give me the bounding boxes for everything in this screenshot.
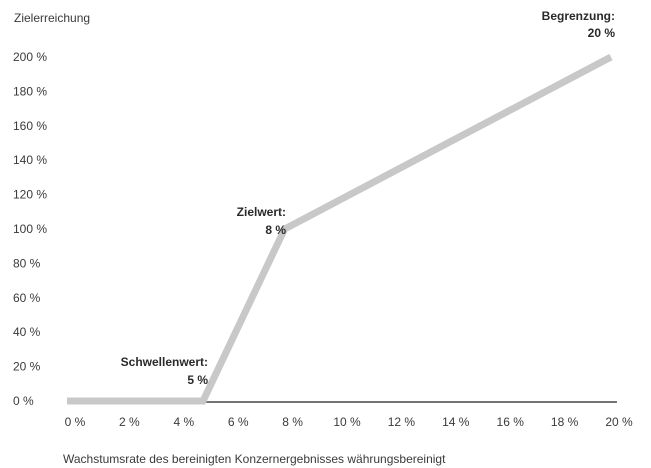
x-tick-label: 20 % (605, 415, 633, 429)
y-tick-label: 140 % (13, 153, 47, 167)
annotation-value: 5 % (187, 373, 208, 387)
series-line (67, 53, 613, 405)
annotation-label: Begrenzung: (542, 9, 615, 23)
annotations: Schwellenwert: 5 % Zielwert: 8 % Begrenzung:… (121, 9, 616, 387)
y-tick-label: 60 % (13, 291, 41, 305)
y-tick-label: 40 % (13, 325, 41, 339)
x-tick-label: 4 % (173, 415, 194, 429)
y-tick-label: 100 % (13, 222, 47, 236)
y-tick-label: 180 % (13, 84, 47, 98)
y-tick-label: 20 % (13, 360, 41, 374)
annotation-value: 20 % (588, 26, 616, 40)
y-tick-label: 160 % (13, 119, 47, 133)
x-tick-label: 18 % (551, 415, 579, 429)
annotation-label: Zielwert: (237, 205, 286, 219)
x-tick-label: 6 % (228, 415, 249, 429)
x-axis-label: Wachstumsrate des bereinigten Konzernerg… (63, 452, 446, 466)
x-tick-label: 12 % (388, 415, 416, 429)
x-tick-label: 2 % (119, 415, 140, 429)
x-tick-label: 0 % (65, 415, 86, 429)
y-tick-label: 80 % (13, 256, 41, 270)
y-tick-label: 120 % (13, 188, 47, 202)
x-tick-label: 10 % (333, 415, 361, 429)
y-tick-label: 200 % (13, 50, 47, 64)
y-axis-ticks: 0 % 20 % 40 % 60 % 80 % 100 % 120 % 140 % 160 % 1… (13, 50, 47, 408)
annotation-label: Schwellenwert: (121, 355, 208, 369)
annotation-value: 8 % (265, 223, 286, 237)
x-tick-label: 14 % (442, 415, 470, 429)
x-tick-label: 8 % (282, 415, 303, 429)
y-tick-label: 0 % (13, 394, 34, 408)
x-tick-label: 16 % (497, 415, 525, 429)
x-axis-ticks: 0 % 2 % 4 % 6 % 8 % 10 % 12 % 14 % 16 % 18 % 20 % (65, 415, 633, 429)
y-axis-label: Zielerreichung (14, 11, 90, 25)
